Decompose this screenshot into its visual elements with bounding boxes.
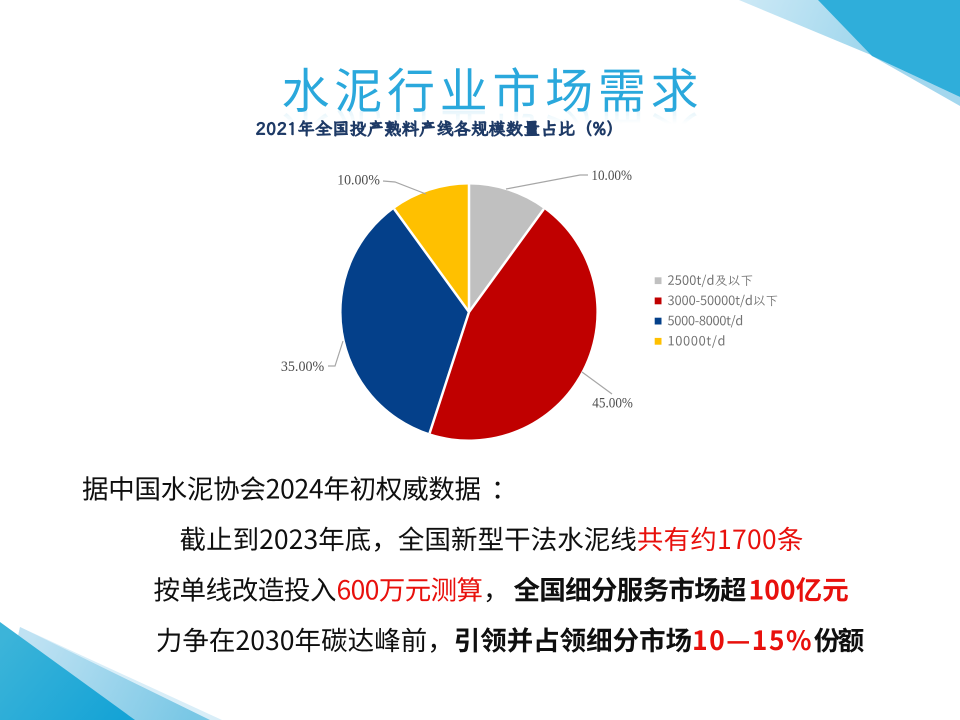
svg-text:45.00%: 45.00% xyxy=(592,396,633,412)
svg-text:35.00%: 35.00% xyxy=(281,359,324,375)
svg-text:10.00%: 10.00% xyxy=(591,168,632,184)
svg-text:10.00%: 10.00% xyxy=(337,173,380,189)
